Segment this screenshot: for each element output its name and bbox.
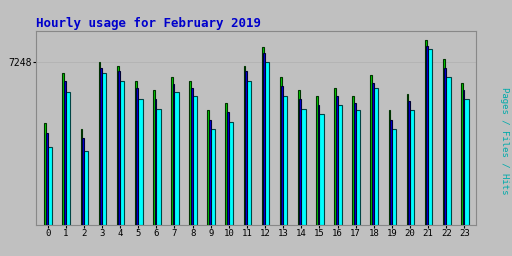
Bar (101, 73, 106, 225)
Bar (461, 83, 463, 225)
Bar (171, 77, 173, 225)
Bar (155, 99, 156, 225)
Bar (300, 99, 301, 225)
Bar (462, 90, 464, 225)
Bar (409, 110, 414, 225)
Bar (137, 99, 142, 225)
Bar (191, 88, 193, 225)
Bar (209, 129, 215, 225)
Bar (408, 101, 410, 225)
Bar (336, 105, 342, 225)
Bar (316, 95, 318, 225)
Bar (209, 120, 210, 225)
Bar (136, 88, 138, 225)
Bar (118, 71, 120, 225)
Bar (119, 81, 124, 225)
Bar (47, 147, 52, 225)
Bar (444, 68, 446, 225)
Bar (246, 81, 251, 225)
Bar (264, 62, 269, 225)
Bar (443, 59, 445, 225)
Bar (153, 90, 155, 225)
Bar (425, 40, 426, 225)
Bar (298, 90, 300, 225)
Bar (244, 66, 245, 225)
Bar (45, 123, 46, 225)
Bar (225, 103, 227, 225)
Bar (426, 46, 428, 225)
Bar (372, 83, 374, 225)
Bar (227, 112, 229, 225)
Bar (334, 88, 336, 225)
Bar (117, 66, 119, 225)
Bar (445, 77, 451, 225)
Bar (373, 88, 378, 225)
Bar (352, 95, 354, 225)
Bar (407, 94, 409, 225)
Bar (191, 95, 197, 225)
Bar (389, 110, 390, 225)
Bar (62, 73, 64, 225)
Bar (245, 71, 247, 225)
Bar (82, 138, 84, 225)
Bar (227, 122, 233, 225)
Bar (65, 92, 70, 225)
Bar (427, 49, 433, 225)
Bar (391, 129, 396, 225)
Bar (189, 81, 191, 225)
Bar (336, 95, 337, 225)
Bar (135, 81, 137, 225)
Bar (100, 68, 102, 225)
Bar (82, 151, 88, 225)
Bar (263, 53, 265, 225)
Bar (155, 109, 161, 225)
Bar (80, 129, 82, 225)
Bar (99, 62, 100, 225)
Bar (262, 47, 264, 225)
Bar (173, 84, 175, 225)
Bar (46, 133, 48, 225)
Bar (64, 81, 66, 225)
Bar (280, 77, 282, 225)
Bar (318, 114, 324, 225)
Bar (354, 103, 356, 225)
Bar (317, 105, 319, 225)
Bar (354, 110, 360, 225)
Bar (390, 120, 392, 225)
Text: Pages / Files / Hits: Pages / Files / Hits (500, 87, 509, 195)
Bar (173, 92, 179, 225)
Bar (371, 75, 372, 225)
Bar (282, 95, 288, 225)
Bar (463, 99, 468, 225)
Bar (282, 86, 283, 225)
Bar (300, 109, 306, 225)
Bar (207, 110, 209, 225)
Text: Hourly usage for February 2019: Hourly usage for February 2019 (36, 17, 261, 29)
